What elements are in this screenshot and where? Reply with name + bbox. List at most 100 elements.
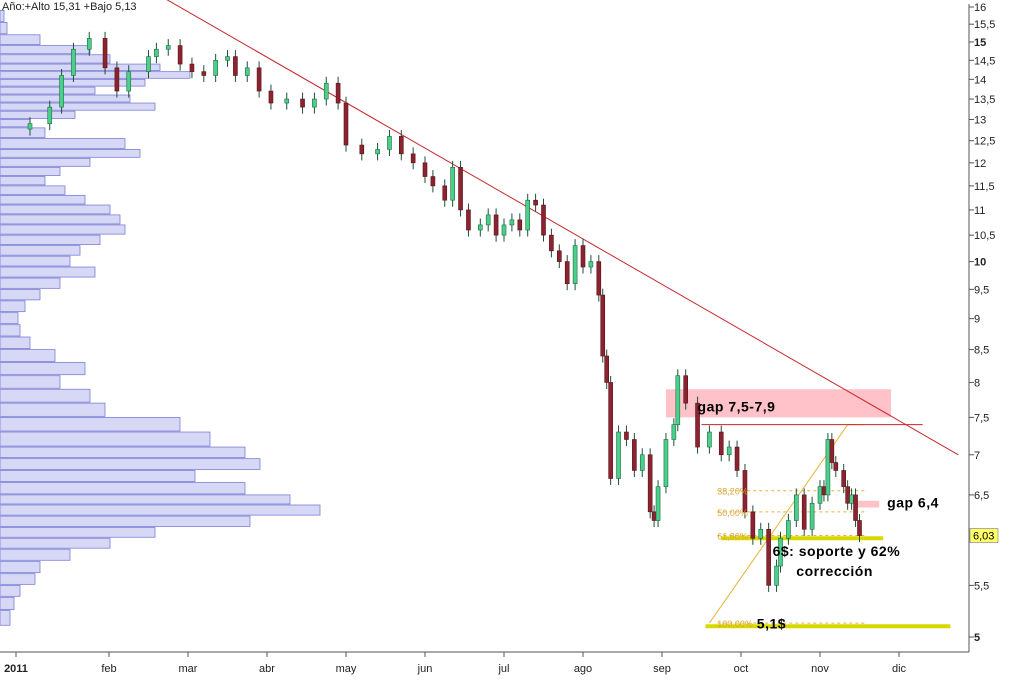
candle-body <box>375 149 380 155</box>
gap-zone-2-label: gap 6,4 <box>887 494 939 510</box>
y-tick-label: 10 <box>974 257 986 269</box>
volume-profile-bar <box>0 596 15 610</box>
candle-body <box>857 520 862 536</box>
candle-body <box>225 56 230 61</box>
fib-level-label: 50,00% <box>717 508 748 518</box>
y-tick-label: 15,5 <box>974 19 995 31</box>
candle-body <box>343 102 349 146</box>
volume-profile-bar <box>0 388 91 403</box>
y-tick-label: 6,5 <box>974 490 989 502</box>
volume-profile-bar <box>0 573 36 585</box>
y-tick-label: 14 <box>974 74 986 86</box>
y-tick-label: 13 <box>974 114 986 126</box>
candle-body <box>675 375 681 425</box>
y-tick-label: 15 <box>974 37 986 49</box>
y-tick-label: 9,5 <box>974 284 989 296</box>
candle-body <box>359 144 365 155</box>
x-tick-label: jun <box>417 663 433 675</box>
candle-body <box>442 185 448 201</box>
y-tick-label: 11 <box>974 205 985 217</box>
candle-body <box>616 431 621 479</box>
volume-profile-bar <box>0 402 106 417</box>
volume-profile-bar <box>0 300 26 313</box>
x-tick-label: oct <box>734 663 749 675</box>
candle-body <box>59 75 64 108</box>
volume-profile-bar <box>0 94 131 103</box>
gap-zone-2 <box>855 500 880 508</box>
candle-body <box>165 45 171 50</box>
x-tick-label: 2011 <box>4 663 28 675</box>
candle-body <box>841 470 847 487</box>
volume-profile-bar <box>0 45 91 55</box>
support-6-label: 6$: soporte y 62% <box>773 543 901 559</box>
candle-body <box>604 355 610 383</box>
candle-body <box>833 462 839 471</box>
candle-body <box>580 245 586 268</box>
candle-body <box>102 38 108 69</box>
volume-profile-bar <box>0 312 19 325</box>
candle-body <box>154 48 159 57</box>
candle-body <box>786 520 791 539</box>
volume-profile-bar <box>0 149 141 158</box>
volume-profile-bar <box>0 537 111 549</box>
fib-level-label: 38,20% <box>717 487 748 497</box>
candle-body <box>778 537 783 567</box>
candle-body <box>398 136 404 155</box>
candle-body <box>422 162 428 177</box>
volume-profile-bar <box>0 214 121 225</box>
candle-body <box>213 60 218 76</box>
candle-body <box>47 106 53 124</box>
candle-body <box>256 67 262 92</box>
candle-body <box>801 494 807 530</box>
candle-body <box>525 199 531 231</box>
candle-body <box>608 382 613 479</box>
volume-profile-bar <box>0 71 191 79</box>
x-tick-label: mar <box>179 663 198 675</box>
candle-body <box>825 439 831 496</box>
x-tick-label: abr <box>259 663 275 675</box>
volume-profile-bar <box>0 362 86 376</box>
candle-body <box>189 63 195 72</box>
gap-zone-1-label: gap 7,5-7,9 <box>698 398 776 414</box>
candle-body <box>596 261 602 296</box>
candle-body <box>27 123 33 130</box>
candle-body <box>541 204 546 236</box>
y-tick-label: 12,5 <box>974 136 995 148</box>
candle-body <box>564 261 570 284</box>
candle-body <box>387 136 392 150</box>
volume-profile-bar <box>0 494 291 505</box>
fib-diagonal-line <box>708 424 849 624</box>
volume-profile-bar <box>0 157 91 167</box>
volume-profile-bar <box>0 34 41 45</box>
candle-body <box>718 431 724 456</box>
candle-body <box>549 234 554 252</box>
volume-profile-bar <box>0 336 31 349</box>
x-tick-label: dic <box>892 663 907 675</box>
candle-body <box>300 98 305 108</box>
candle-body <box>632 439 637 471</box>
y-tick-label: 7,5 <box>974 412 989 424</box>
candle-body <box>793 494 799 521</box>
candle-body <box>651 511 657 521</box>
candle-body <box>71 48 76 76</box>
volume-profile-bar <box>0 277 61 289</box>
volume-profile-bar <box>0 324 21 337</box>
x-tick-label: sep <box>653 663 671 675</box>
candle-body <box>639 454 645 471</box>
y-tick-label: 13,5 <box>974 94 995 106</box>
y-tick-label: 16 <box>974 2 986 14</box>
volume-profile-bar <box>0 78 146 87</box>
volume-profile-bar <box>0 446 246 459</box>
candle-body <box>647 454 653 513</box>
volume-profile-bar <box>0 22 8 35</box>
candle-body <box>323 82 329 100</box>
candle-body <box>533 199 538 206</box>
volume-profile-bar <box>0 245 81 256</box>
candle-body <box>624 431 629 440</box>
candle-body <box>501 224 507 236</box>
candle-body <box>821 486 827 496</box>
candle-body <box>829 439 835 463</box>
candle-body <box>556 250 562 262</box>
